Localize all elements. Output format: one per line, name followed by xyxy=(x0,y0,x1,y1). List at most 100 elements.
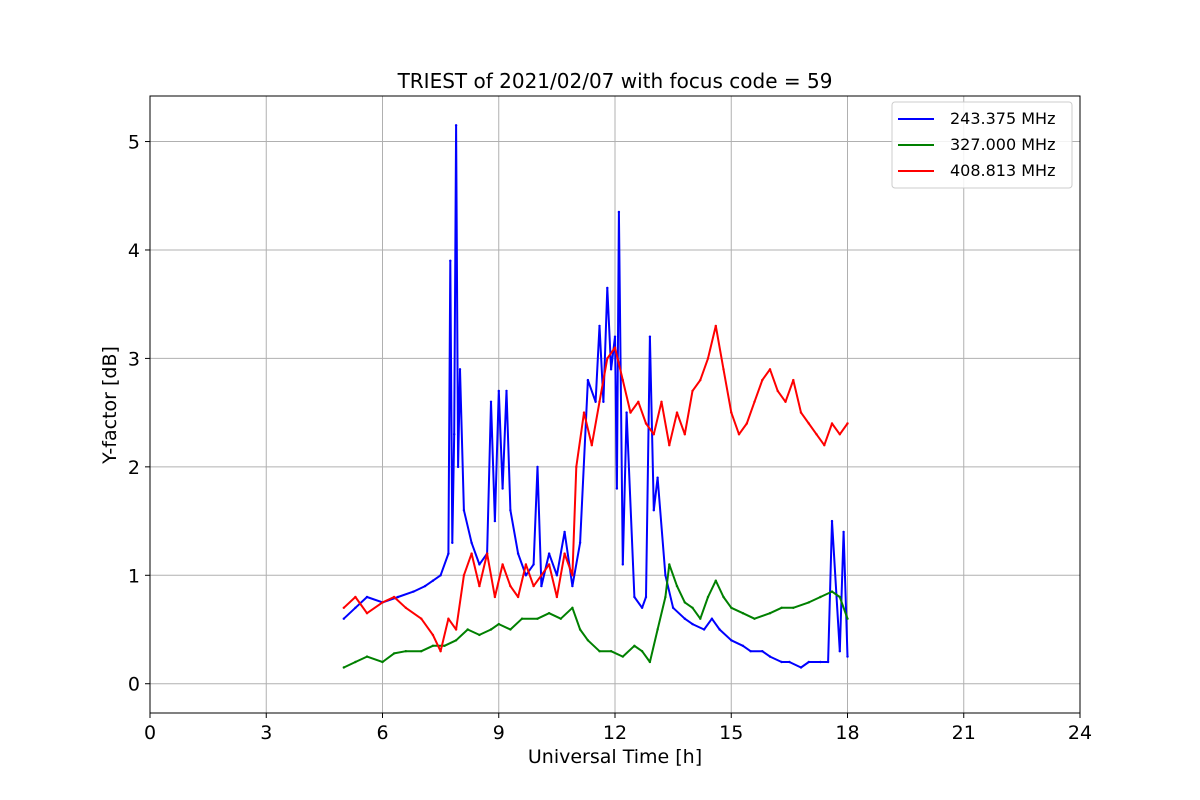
series-3-point xyxy=(462,574,466,577)
series-1-point xyxy=(501,487,504,490)
x-tick-label: 6 xyxy=(376,722,388,744)
series-2-point xyxy=(489,628,493,631)
series-1-point xyxy=(489,400,493,403)
series-1-point xyxy=(451,541,454,544)
series-1-point xyxy=(594,400,597,403)
series-2-point xyxy=(404,650,407,653)
series-3-point xyxy=(454,628,458,631)
series-3-point xyxy=(706,357,710,360)
series-3-point xyxy=(846,422,849,425)
series-1-point xyxy=(702,628,706,631)
series-3-point xyxy=(768,368,772,371)
series-1-point xyxy=(652,509,655,512)
series-1-point xyxy=(453,433,456,436)
series-2-point xyxy=(381,660,384,664)
series-1-point xyxy=(578,541,582,544)
series-1-point xyxy=(741,644,745,647)
series-2-point xyxy=(640,650,644,653)
series-1-point xyxy=(819,660,822,664)
series-2-point xyxy=(819,595,822,599)
series-2-point xyxy=(609,650,613,653)
series-1-point xyxy=(493,519,497,523)
series-1-point xyxy=(431,579,435,582)
series-3-point xyxy=(745,422,748,425)
series-2-point xyxy=(722,595,725,599)
series-3-point xyxy=(571,574,574,577)
series-3-point xyxy=(823,444,826,447)
series-3-point xyxy=(691,389,694,393)
series-1-point xyxy=(456,465,460,469)
series-3-point xyxy=(644,422,648,425)
series-2-point xyxy=(571,606,574,609)
series-3-point xyxy=(598,400,601,403)
series-3-point xyxy=(485,552,489,555)
series-3-point xyxy=(730,411,733,414)
series-3-point xyxy=(354,595,357,599)
series-1-point xyxy=(536,465,539,469)
x-tick-label: 15 xyxy=(719,722,743,744)
series-3-point xyxy=(540,574,543,577)
series-2-point xyxy=(431,644,435,647)
series-1-point xyxy=(606,286,609,290)
x-tick-label: 21 xyxy=(952,722,976,744)
series-3-point xyxy=(722,368,725,371)
series-3-point xyxy=(575,465,578,469)
legend-label-3: 408.813 MHz xyxy=(950,161,1055,180)
series-1-point xyxy=(354,606,357,609)
series-2-point xyxy=(547,612,551,615)
series-1-point xyxy=(505,389,508,393)
series-1-point xyxy=(842,530,845,534)
series-2-point xyxy=(365,655,369,658)
series-3-point xyxy=(582,411,586,414)
series-2-point xyxy=(621,655,624,658)
y-tick-label: 4 xyxy=(128,240,140,262)
series-1-point xyxy=(838,650,841,653)
series-1-point xyxy=(555,574,559,577)
legend: 243.375 MHz 327.000 MHz 408.813 MHz xyxy=(891,101,1073,189)
series-2-point xyxy=(668,563,671,566)
series-1-point xyxy=(613,335,617,338)
series-1-point xyxy=(807,660,810,664)
series-1-point xyxy=(598,324,601,328)
series-3-point xyxy=(606,357,609,360)
series-1-point xyxy=(423,584,427,588)
series-2-point xyxy=(730,606,733,609)
y-tick-label: 5 xyxy=(128,132,140,154)
series-1-point xyxy=(633,595,636,599)
series-3-point xyxy=(683,433,686,436)
x-tick-label: 9 xyxy=(493,722,505,744)
series-1-point xyxy=(625,411,628,414)
series-2-point xyxy=(780,606,783,609)
series-3-point xyxy=(714,324,717,328)
series-2-point xyxy=(478,633,481,637)
series-1-point xyxy=(648,335,652,338)
series-1-point xyxy=(749,650,752,653)
series-1-point xyxy=(540,584,543,588)
series-3-point xyxy=(799,411,803,414)
series-1-point xyxy=(458,368,462,371)
series-3-point xyxy=(753,400,756,403)
series-3-point xyxy=(555,595,559,599)
series-1-point xyxy=(730,639,733,642)
series-2-point xyxy=(807,601,810,604)
series-1-point xyxy=(509,509,512,512)
series-2-point xyxy=(509,628,512,631)
series-3-point xyxy=(838,433,841,436)
series-3-point xyxy=(439,650,442,653)
y-tick-label: 3 xyxy=(128,348,140,370)
series-3-point xyxy=(737,433,741,436)
series-2-point xyxy=(706,595,710,599)
series-3-point xyxy=(699,378,702,382)
series-3-point xyxy=(342,606,345,609)
series-1-point xyxy=(497,389,500,393)
series-3-point xyxy=(830,422,834,425)
series-3-point xyxy=(563,552,566,555)
series-1-point xyxy=(412,590,415,593)
series-1-point xyxy=(617,210,621,214)
series-2-point xyxy=(354,660,357,664)
series-2-point xyxy=(586,639,590,642)
series-1-point xyxy=(586,378,590,382)
chart-title: TRIEST of 2021/02/07 with focus code = 5… xyxy=(397,69,833,93)
series-line-3 xyxy=(343,324,849,653)
